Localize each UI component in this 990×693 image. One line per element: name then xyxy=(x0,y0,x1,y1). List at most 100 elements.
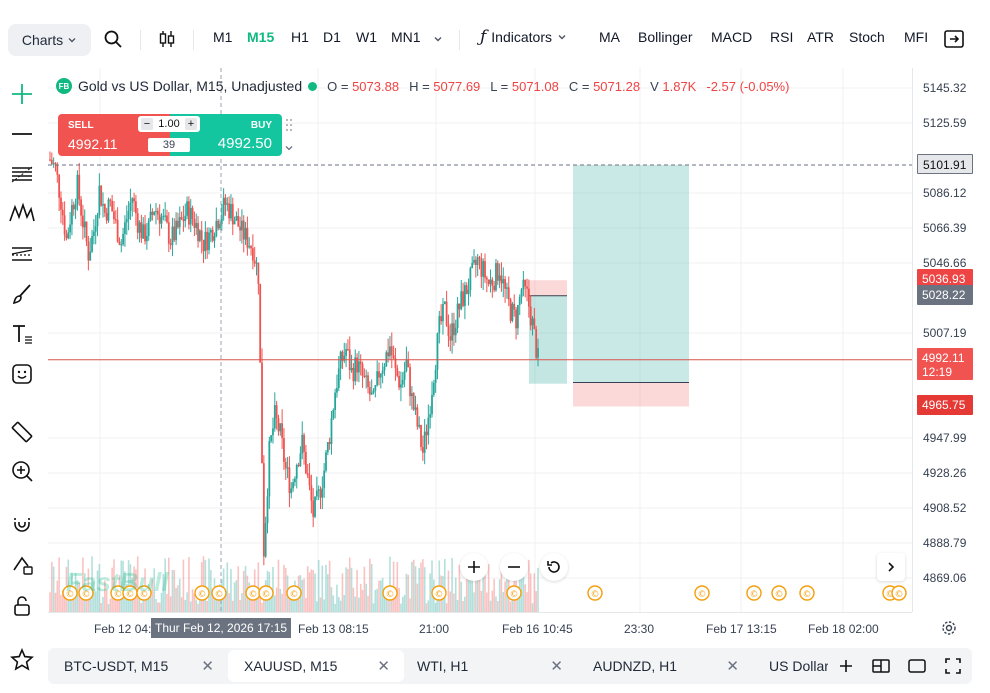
top-toolbar: Charts M1 M15 H1 D1 W1 MN1 ƒ Indicators … xyxy=(0,18,990,62)
volume-bar xyxy=(330,587,333,612)
indicator-bollinger[interactable]: Bollinger xyxy=(638,29,693,45)
single-layout-icon[interactable] xyxy=(908,658,926,674)
text-tool-icon[interactable] xyxy=(8,320,36,348)
candle-body xyxy=(334,392,337,411)
close-tab-icon[interactable]: ✕ xyxy=(726,658,739,675)
timeframe-d1[interactable]: D1 xyxy=(323,29,341,45)
candle-body xyxy=(403,371,406,380)
magnet-tool-icon[interactable] xyxy=(8,510,36,538)
chart-tab[interactable]: BTC-USDT, M15 ✕ xyxy=(48,650,228,682)
indicator-rsi[interactable]: RSI xyxy=(770,29,794,45)
fibonacci-tool-icon[interactable] xyxy=(8,160,36,188)
candle-body xyxy=(387,352,390,357)
volume-bar xyxy=(306,566,309,612)
volume-bar xyxy=(107,603,110,612)
indicator-atr[interactable]: ATR xyxy=(807,29,834,45)
timeframe-w1[interactable]: W1 xyxy=(356,29,377,45)
candle-body xyxy=(376,371,379,386)
economic-event-marker xyxy=(78,585,94,601)
price-chart[interactable]: © © © © © © © © © © © © © © © © © © © © xyxy=(48,68,912,612)
crosshair-tool-icon[interactable] xyxy=(8,80,36,108)
candle-body xyxy=(224,197,227,205)
chart-settings-gear-icon[interactable] xyxy=(941,620,957,636)
layout-split-icon[interactable] xyxy=(872,658,890,674)
lot-size-stepper[interactable]: − 1.00 + xyxy=(138,116,200,132)
price-axis-label: 5066.39 xyxy=(923,221,967,235)
unlock-icon[interactable] xyxy=(8,592,36,620)
candle-body xyxy=(74,204,77,210)
trade-panel-expand-chevron-icon[interactable] xyxy=(284,143,294,153)
zoom-out-button[interactable] xyxy=(500,553,528,581)
timeframe-mn1[interactable]: MN1 xyxy=(391,29,421,45)
candle-body xyxy=(211,229,214,241)
candle-body xyxy=(136,213,139,233)
volume-bar xyxy=(348,557,351,612)
symbol-title[interactable]: Gold vs US Dollar, M15, Unadjusted xyxy=(78,78,303,94)
candlestick-type-icon[interactable] xyxy=(157,29,177,49)
indicator-macd[interactable]: MACD xyxy=(711,29,753,45)
candle-body xyxy=(135,201,137,214)
fullscreen-icon[interactable] xyxy=(945,658,961,674)
volume-bar xyxy=(365,583,367,612)
chart-tab-active[interactable]: XAUUSD, M15 ✕ xyxy=(228,650,404,682)
candle-body xyxy=(103,204,106,213)
ruler-tool-icon[interactable] xyxy=(8,418,36,446)
lot-minus-button[interactable]: − xyxy=(141,118,153,130)
economic-event-marker xyxy=(431,585,447,601)
candle-body xyxy=(200,230,203,240)
economic-event-marker xyxy=(382,585,398,601)
candle-body xyxy=(184,215,187,222)
candle-body xyxy=(467,289,470,295)
candle-body xyxy=(80,199,82,216)
volume-bar xyxy=(210,570,212,612)
chart-tab[interactable]: AUDNZD, H1 ✕ xyxy=(577,650,753,682)
scroll-right-button[interactable] xyxy=(877,553,905,581)
candle-body xyxy=(493,285,496,291)
candle-body xyxy=(284,461,287,469)
time-axis[interactable]: Feb 12 04: Thur Feb 12, 2026 17:15 Feb 1… xyxy=(48,612,912,642)
close-tab-icon[interactable]: ✕ xyxy=(377,658,390,675)
volume-bar xyxy=(524,584,527,612)
search-icon[interactable] xyxy=(103,29,123,49)
indicator-stoch[interactable]: Stoch xyxy=(849,29,885,45)
volume-bar xyxy=(270,588,272,612)
lot-size-value[interactable]: 1.00 xyxy=(158,118,180,130)
candle-body xyxy=(357,361,360,373)
candle-body xyxy=(323,470,326,489)
economic-event-marker-glyph: © xyxy=(591,590,600,600)
price-axis-label: 4928.26 xyxy=(923,466,967,480)
candle-body xyxy=(105,212,108,221)
lock-drawings-tool-icon[interactable] xyxy=(8,550,36,578)
close-tab-icon[interactable]: ✕ xyxy=(201,658,214,675)
zoom-in-tool-icon[interactable] xyxy=(8,457,36,485)
drag-handle-icon[interactable] xyxy=(285,118,293,132)
timeframe-m1[interactable]: M1 xyxy=(213,29,233,45)
horizontal-line-tool-icon[interactable] xyxy=(8,120,36,148)
emoji-tool-icon[interactable] xyxy=(8,360,36,388)
price-axis[interactable]: 5145.32 5125.59 5086.12 5066.39 5046.66 … xyxy=(912,68,990,612)
indicators-button[interactable]: ƒ Indicators xyxy=(480,29,567,46)
timeframe-m15[interactable]: M15 xyxy=(247,29,275,45)
candle-body xyxy=(189,207,192,225)
reset-chart-button[interactable] xyxy=(540,553,568,581)
timeframe-more-chevron-icon[interactable] xyxy=(433,34,443,44)
indicator-mfi[interactable]: MFI xyxy=(904,29,929,45)
timeframe-h1[interactable]: H1 xyxy=(291,29,309,45)
lot-plus-button[interactable]: + xyxy=(184,118,197,130)
favorites-star-icon[interactable] xyxy=(8,646,36,674)
indicator-ma[interactable]: MA xyxy=(599,29,620,45)
zoom-in-button[interactable] xyxy=(460,553,488,581)
collapse-panel-icon[interactable] xyxy=(944,30,964,48)
economic-event-marker-glyph: © xyxy=(262,590,271,600)
candle-body xyxy=(246,227,249,248)
chart-tab[interactable]: US Dollar xyxy=(753,650,828,682)
channel-tool-icon[interactable] xyxy=(8,240,36,268)
price-axis-label: 5125.59 xyxy=(923,116,967,130)
add-tab-icon[interactable] xyxy=(838,658,854,674)
chart-tab[interactable]: WTI, H1 ✕ xyxy=(401,650,577,682)
close-tab-icon[interactable]: ✕ xyxy=(550,658,563,675)
charts-menu-button[interactable]: Charts xyxy=(8,24,91,56)
volume-bar xyxy=(171,570,174,612)
pattern-tool-icon[interactable] xyxy=(8,199,36,227)
brush-tool-icon[interactable] xyxy=(8,280,36,308)
